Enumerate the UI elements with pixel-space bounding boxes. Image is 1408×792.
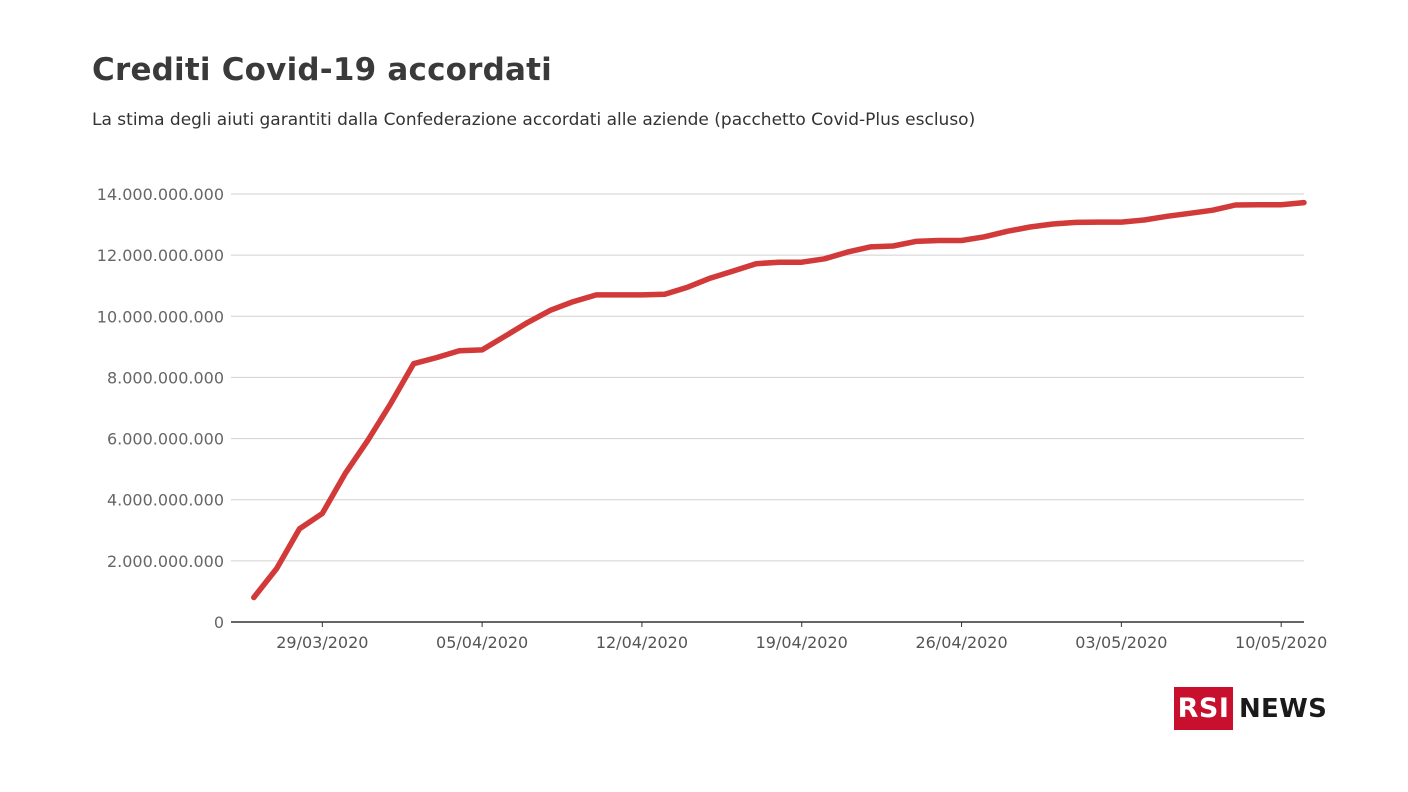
x-tick-label: 05/04/2020	[436, 633, 528, 652]
x-tick-label: 26/04/2020	[915, 633, 1007, 652]
y-tick-label: 10.000.000.000	[97, 307, 224, 326]
rsi-logo-box: RSI	[1174, 687, 1233, 730]
gridlines	[231, 193, 1304, 562]
rsi-news-logo: RSI NEWS	[1174, 687, 1327, 730]
y-tick-label: 12.000.000.000	[97, 246, 224, 265]
x-axis-ticks: 29/03/2020 05/04/2020 12/04/2020 19/04/2020…	[276, 622, 1327, 652]
x-tick-label: 03/05/2020	[1075, 633, 1167, 652]
y-tick-label: 8.000.000.000	[107, 368, 224, 387]
series-line-0	[251, 199, 1307, 601]
series-group	[251, 199, 1307, 601]
x-tick-label: 10/05/2020	[1235, 633, 1327, 652]
chart-subtitle: La stima degli aiuti garantiti dalla Con…	[92, 110, 976, 130]
chart-title: Crediti Covid-19 accordati	[92, 52, 552, 88]
y-tick-label: 2.000.000.000	[107, 552, 224, 571]
y-tick-label: 14.000.000.000	[97, 185, 224, 204]
news-logo-text: NEWS	[1239, 693, 1328, 724]
y-tick-label: 0	[214, 613, 224, 632]
y-axis-ticks: 0 2.000.000.000 4.000.000.000 6.000.000.000…	[97, 185, 224, 632]
x-tick-label: 12/04/2020	[596, 633, 688, 652]
x-tick-label: 29/03/2020	[276, 633, 368, 652]
y-tick-label: 6.000.000.000	[107, 430, 224, 449]
y-tick-label: 4.000.000.000	[107, 491, 224, 510]
x-tick-label: 19/04/2020	[756, 633, 848, 652]
